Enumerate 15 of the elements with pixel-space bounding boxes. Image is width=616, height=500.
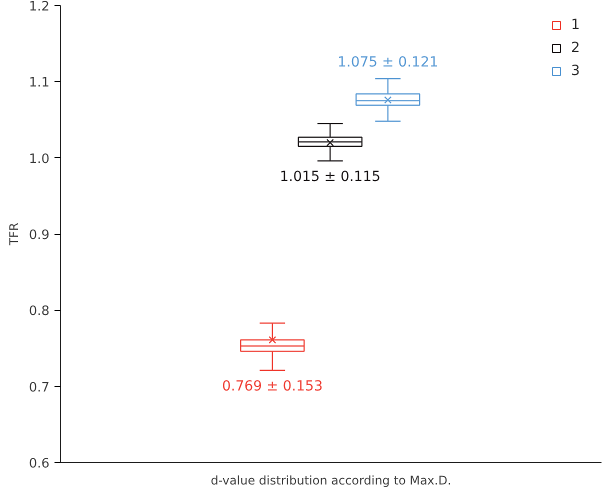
x-axis-title: d-value distribution according to Max.D.: [210, 474, 452, 488]
y-tick-label: 1.2: [28, 0, 50, 14]
y-tick-label: 0.7: [28, 380, 50, 396]
y-tick-label: 0.8: [28, 304, 50, 320]
y-tick-label: 0.6: [28, 456, 50, 472]
annotation: 0.769 ± 0.153: [222, 378, 323, 394]
y-axis-title: TFR: [6, 222, 21, 246]
legend-label: 2: [571, 40, 581, 56]
annotation: 1.015 ± 0.115: [280, 168, 381, 185]
legend-label: 3: [571, 63, 581, 79]
y-tick-label: 0.9: [28, 228, 50, 243]
y-tick-label: 1.1: [28, 76, 50, 91]
annotation: 1.075 ± 0.121: [337, 54, 438, 71]
y-tick-label: 1.0: [28, 152, 50, 167]
legend-label: 1: [571, 17, 581, 33]
